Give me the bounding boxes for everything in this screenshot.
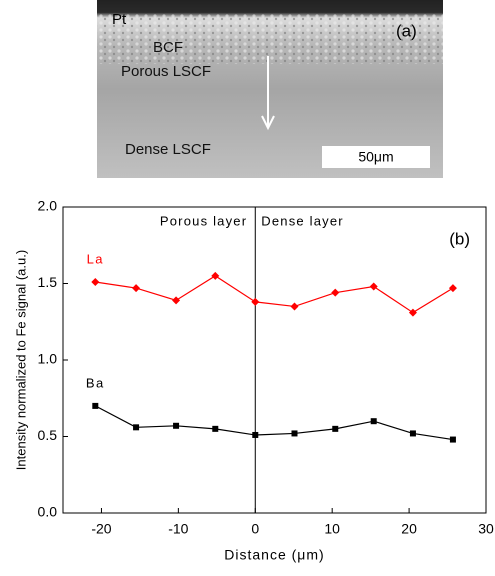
y-tick-label: 1.0 (38, 351, 58, 367)
arrow-head (261, 115, 275, 131)
marker (369, 282, 378, 291)
scale-bar-box (322, 146, 430, 168)
series-label: La (87, 251, 104, 266)
marker (251, 297, 260, 306)
x-tick-label: 30 (478, 521, 494, 537)
x-tick-label: 0 (251, 521, 259, 537)
x-tick-label: -20 (91, 521, 111, 537)
series-label: Ba (86, 375, 105, 390)
x-tick-label: 20 (401, 521, 417, 537)
y-tick-label: 2.0 (38, 198, 58, 214)
marker (133, 424, 140, 431)
marker (212, 425, 219, 432)
marker (92, 402, 99, 409)
marker (449, 436, 456, 443)
marker (291, 430, 298, 437)
annotation: Porous layer (160, 213, 247, 228)
image-label: Dense LSCF (125, 141, 211, 158)
marker (172, 296, 181, 305)
y-tick-label: 1.5 (38, 274, 58, 290)
marker (448, 284, 457, 293)
marker (332, 425, 339, 432)
y-tick-label: 0.0 (38, 504, 58, 520)
porous-texture (97, 14, 443, 64)
scale-bar-label: 50μm (358, 149, 393, 165)
marker (370, 418, 377, 425)
marker (252, 431, 259, 438)
x-tick-label: -10 (168, 521, 188, 537)
series-line (95, 405, 454, 441)
plot-frame (62, 206, 487, 514)
marker (408, 308, 417, 317)
marker (290, 302, 299, 311)
sem-image: Pt BCF Porous LSCF Dense LSCF 50μm (a) (97, 0, 443, 178)
image-label: Porous LSCF (121, 63, 211, 80)
marker (91, 277, 100, 286)
x-tick-label: 10 (324, 521, 340, 537)
x-axis-label: Distance (μm) (224, 547, 324, 563)
marker (409, 430, 416, 437)
y-tick-label: 0.5 (38, 427, 58, 443)
marker (173, 422, 180, 429)
annotation: (b) (449, 229, 470, 248)
y-axis-label: Intensity normalized to Fe signal (a.u.) (13, 250, 28, 470)
image-label: Pt (112, 11, 127, 28)
image-label: BCF (153, 39, 183, 56)
marker (331, 288, 340, 297)
panel-label: (a) (396, 21, 417, 40)
marker (132, 284, 141, 293)
series-line (95, 275, 454, 314)
marker (211, 271, 220, 280)
annotation: Dense layer (261, 213, 344, 228)
